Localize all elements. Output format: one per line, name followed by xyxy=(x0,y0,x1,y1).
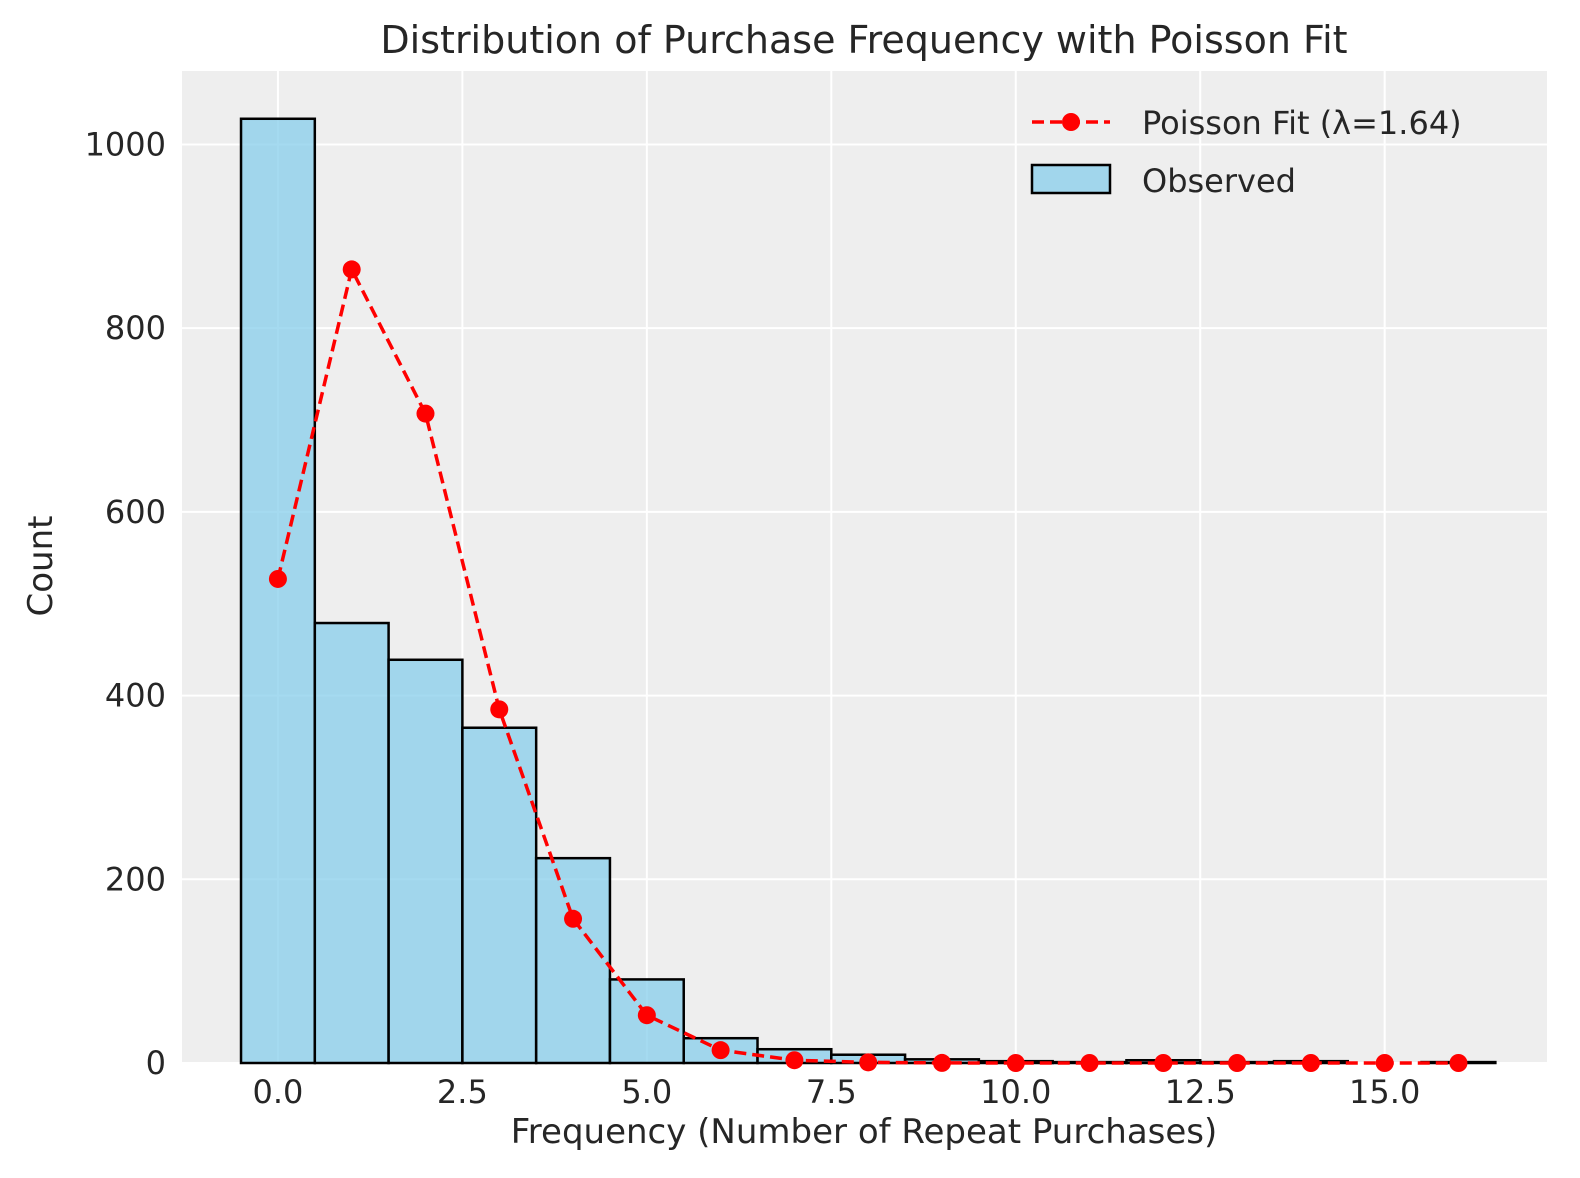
poisson-point-14 xyxy=(1301,1054,1320,1072)
poisson-point-12 xyxy=(1154,1054,1173,1072)
legend-label-poisson: Poisson Fit (λ=1.64) xyxy=(1142,104,1462,142)
poisson-point-10 xyxy=(1006,1054,1025,1072)
poisson-point-15 xyxy=(1375,1054,1394,1072)
x-tick-label: 0.0 xyxy=(252,1073,303,1111)
x-tick-label: 5.0 xyxy=(621,1073,672,1111)
bar-0 xyxy=(239,117,317,1065)
poisson-fit-line xyxy=(268,260,1468,1072)
y-tick-label: 200 xyxy=(105,860,166,898)
poisson-point-13 xyxy=(1228,1054,1247,1072)
x-axis-label: Frequency (Number of Repeat Purchases) xyxy=(511,1112,1218,1152)
poisson-point-3 xyxy=(490,700,509,719)
poisson-point-5 xyxy=(637,1006,656,1025)
legend-label-observed: Observed xyxy=(1142,162,1296,200)
legend-poisson-marker xyxy=(1062,113,1080,131)
poisson-point-11 xyxy=(1080,1054,1099,1072)
y-tick-label: 400 xyxy=(105,677,166,715)
y-axis-label: Count xyxy=(21,516,61,617)
y-tick-label: 600 xyxy=(105,493,166,531)
bar-3 xyxy=(461,726,538,1065)
x-tick-label: 15.0 xyxy=(1349,1073,1420,1111)
bar-1 xyxy=(313,621,390,1065)
chart-title: Distribution of Purchase Frequency with … xyxy=(380,18,1347,62)
poisson-point-7 xyxy=(785,1051,804,1070)
y-tick-label: 0 xyxy=(146,1044,166,1082)
poisson-point-9 xyxy=(932,1053,951,1072)
poisson-point-1 xyxy=(342,260,361,279)
poisson-point-0 xyxy=(268,569,287,588)
bar-4 xyxy=(534,856,612,1065)
x-tick-label: 10.0 xyxy=(980,1073,1051,1111)
bar-2 xyxy=(387,658,464,1065)
poisson-point-4 xyxy=(564,909,583,928)
legend-observed-swatch xyxy=(1030,163,1112,195)
poisson-point-8 xyxy=(859,1053,878,1072)
x-tick-labels: 0.0 2.5 5.0 7.5 10.0 12.5 15.0 xyxy=(252,1073,1420,1111)
poisson-point-16 xyxy=(1449,1054,1468,1072)
x-tick-label: 2.5 xyxy=(437,1073,488,1111)
y-tick-labels: 0 200 400 600 800 1000 xyxy=(85,125,166,1082)
x-tick-label: 12.5 xyxy=(1165,1073,1236,1111)
poisson-point-2 xyxy=(416,404,435,423)
y-tick-label: 800 xyxy=(105,309,166,347)
observed-bars xyxy=(239,117,1497,1065)
poisson-point-6 xyxy=(711,1041,730,1060)
legend: Poisson Fit (λ=1.64) Observed xyxy=(1030,104,1462,200)
y-tick-label: 1000 xyxy=(85,125,166,163)
x-tick-label: 7.5 xyxy=(806,1073,857,1111)
